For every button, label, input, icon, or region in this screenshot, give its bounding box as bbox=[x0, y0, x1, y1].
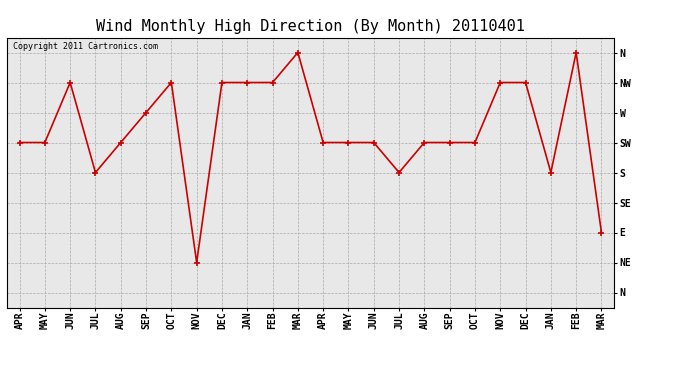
Text: Copyright 2011 Cartronics.com: Copyright 2011 Cartronics.com bbox=[13, 42, 158, 51]
Text: Wind Monthly High Direction (By Month) 20110401: Wind Monthly High Direction (By Month) 2… bbox=[96, 19, 525, 34]
